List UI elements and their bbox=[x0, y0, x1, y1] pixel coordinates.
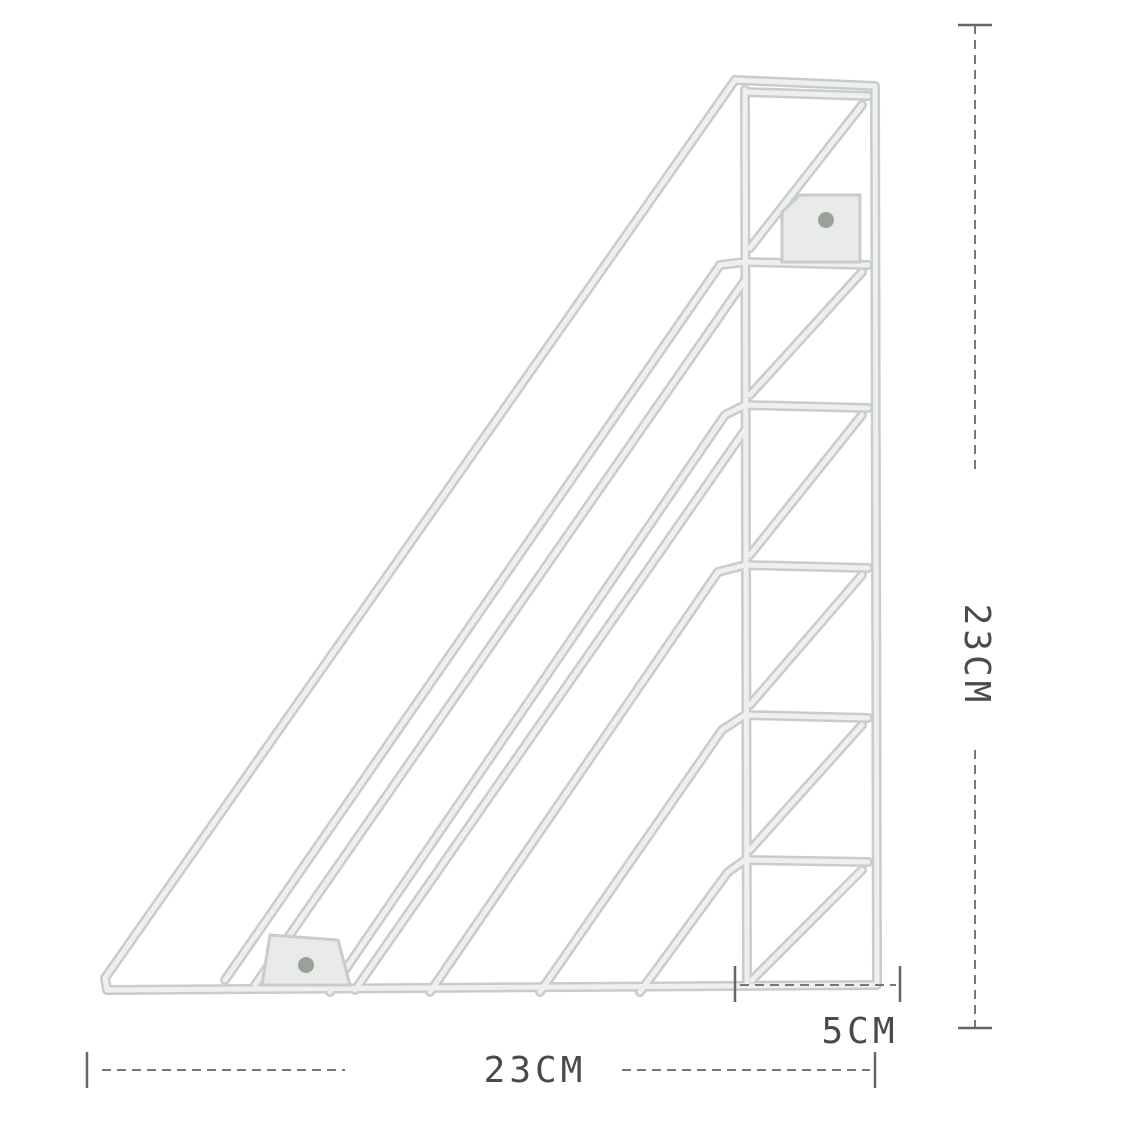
depth-label: 5CM bbox=[821, 1011, 898, 1052]
height-dimension: 23CM bbox=[956, 23, 997, 1030]
bracket-hole bbox=[818, 212, 834, 228]
wire-rack bbox=[105, 80, 877, 992]
wall-bracket bbox=[780, 193, 862, 264]
height-label: 23CM bbox=[956, 604, 997, 707]
bracket-hole bbox=[298, 957, 314, 973]
width-dimension: 23CM bbox=[85, 1050, 877, 1091]
width-label: 23CM bbox=[484, 1050, 587, 1091]
depth-dimension: 5CM bbox=[733, 966, 902, 1052]
